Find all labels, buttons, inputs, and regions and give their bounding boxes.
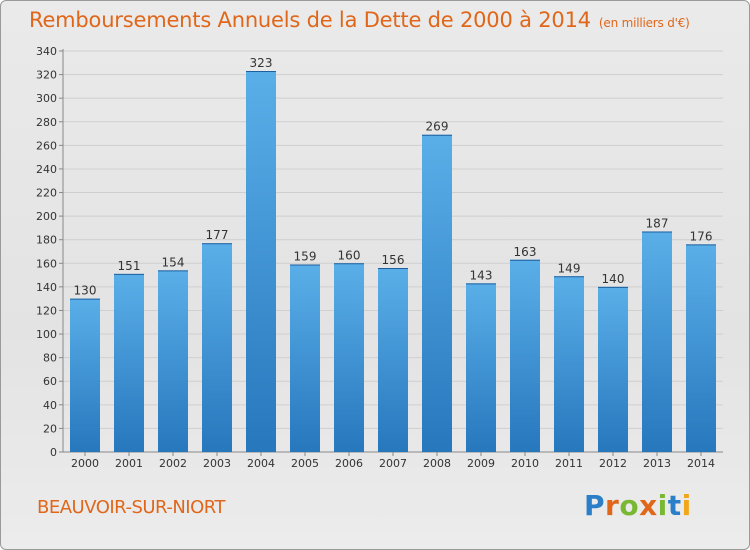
proxiti-logo: Proxiti	[584, 489, 692, 522]
bar	[290, 264, 320, 452]
y-tick-label: 20	[43, 422, 57, 435]
bar-value-label: 187	[646, 216, 669, 230]
bar	[510, 259, 540, 452]
bar	[202, 243, 232, 452]
bar-value-label: 159	[294, 249, 317, 263]
x-tick-label: 2007	[379, 457, 407, 470]
bar	[334, 263, 364, 452]
y-tick-label: 80	[43, 352, 57, 365]
bar-value-label: 140	[602, 272, 625, 286]
bar	[598, 286, 628, 452]
y-tick-label: 240	[36, 163, 57, 176]
x-tick-label: 2012	[599, 457, 627, 470]
x-tick-label: 2006	[335, 457, 363, 470]
chart-title: Remboursements Annuels de la Dette de 20…	[29, 8, 690, 32]
bar	[114, 273, 144, 452]
bar	[422, 134, 452, 453]
bar-value-label: 130	[74, 284, 97, 298]
x-tick-label: 2014	[687, 457, 715, 470]
y-tick-label: 60	[43, 375, 57, 388]
x-tick-label: 2000	[71, 457, 99, 470]
x-tick-label: 2001	[115, 457, 143, 470]
bar	[686, 244, 716, 452]
bar	[642, 231, 672, 452]
y-tick-label: 200	[36, 210, 57, 223]
x-tick-label: 2009	[467, 457, 495, 470]
y-tick-label: 160	[36, 257, 57, 270]
y-tick-label: 0	[50, 446, 57, 459]
y-tick-label: 280	[36, 116, 57, 129]
bar	[70, 298, 100, 452]
x-tick-label: 2002	[159, 457, 187, 470]
bar-value-label: 154	[162, 255, 185, 269]
bar-value-label: 269	[426, 120, 449, 134]
x-tick-label: 2013	[643, 457, 671, 470]
bar	[466, 283, 496, 452]
bar-value-label: 176	[690, 229, 713, 243]
x-tick-label: 2011	[555, 457, 583, 470]
y-tick-label: 120	[36, 304, 57, 317]
y-tick-label: 320	[36, 69, 57, 82]
bar	[554, 276, 584, 452]
y-tick-label: 100	[36, 328, 57, 341]
x-tick-label: 2008	[423, 457, 451, 470]
bar-value-label: 149	[558, 261, 581, 275]
commune-name: BEAUVOIR-SUR-NIORT	[37, 497, 225, 518]
bar-value-label: 151	[118, 259, 141, 273]
y-tick-label: 300	[36, 92, 57, 105]
chart-title-text: Remboursements Annuels de la Dette de 20…	[29, 8, 591, 32]
y-tick-label: 40	[43, 399, 57, 412]
y-tick-label: 140	[36, 281, 57, 294]
chart-unit: (en milliers d'€)	[598, 16, 690, 30]
bar-value-label: 163	[514, 245, 537, 259]
bar	[378, 268, 408, 452]
bar-value-label: 156	[382, 253, 405, 267]
x-tick-label: 2010	[511, 457, 539, 470]
y-tick-label: 340	[36, 45, 57, 58]
x-tick-label: 2005	[291, 457, 319, 470]
bar	[158, 270, 188, 452]
bar-value-label: 323	[250, 56, 273, 70]
bar-value-label: 143	[470, 268, 493, 282]
bar-value-label: 177	[206, 228, 229, 242]
bar-value-label: 160	[338, 248, 361, 262]
y-tick-label: 220	[36, 187, 57, 200]
y-tick-label: 180	[36, 234, 57, 247]
x-tick-label: 2004	[247, 457, 275, 470]
y-tick-label: 260	[36, 139, 57, 152]
bar	[246, 71, 276, 453]
x-tick-label: 2003	[203, 457, 231, 470]
